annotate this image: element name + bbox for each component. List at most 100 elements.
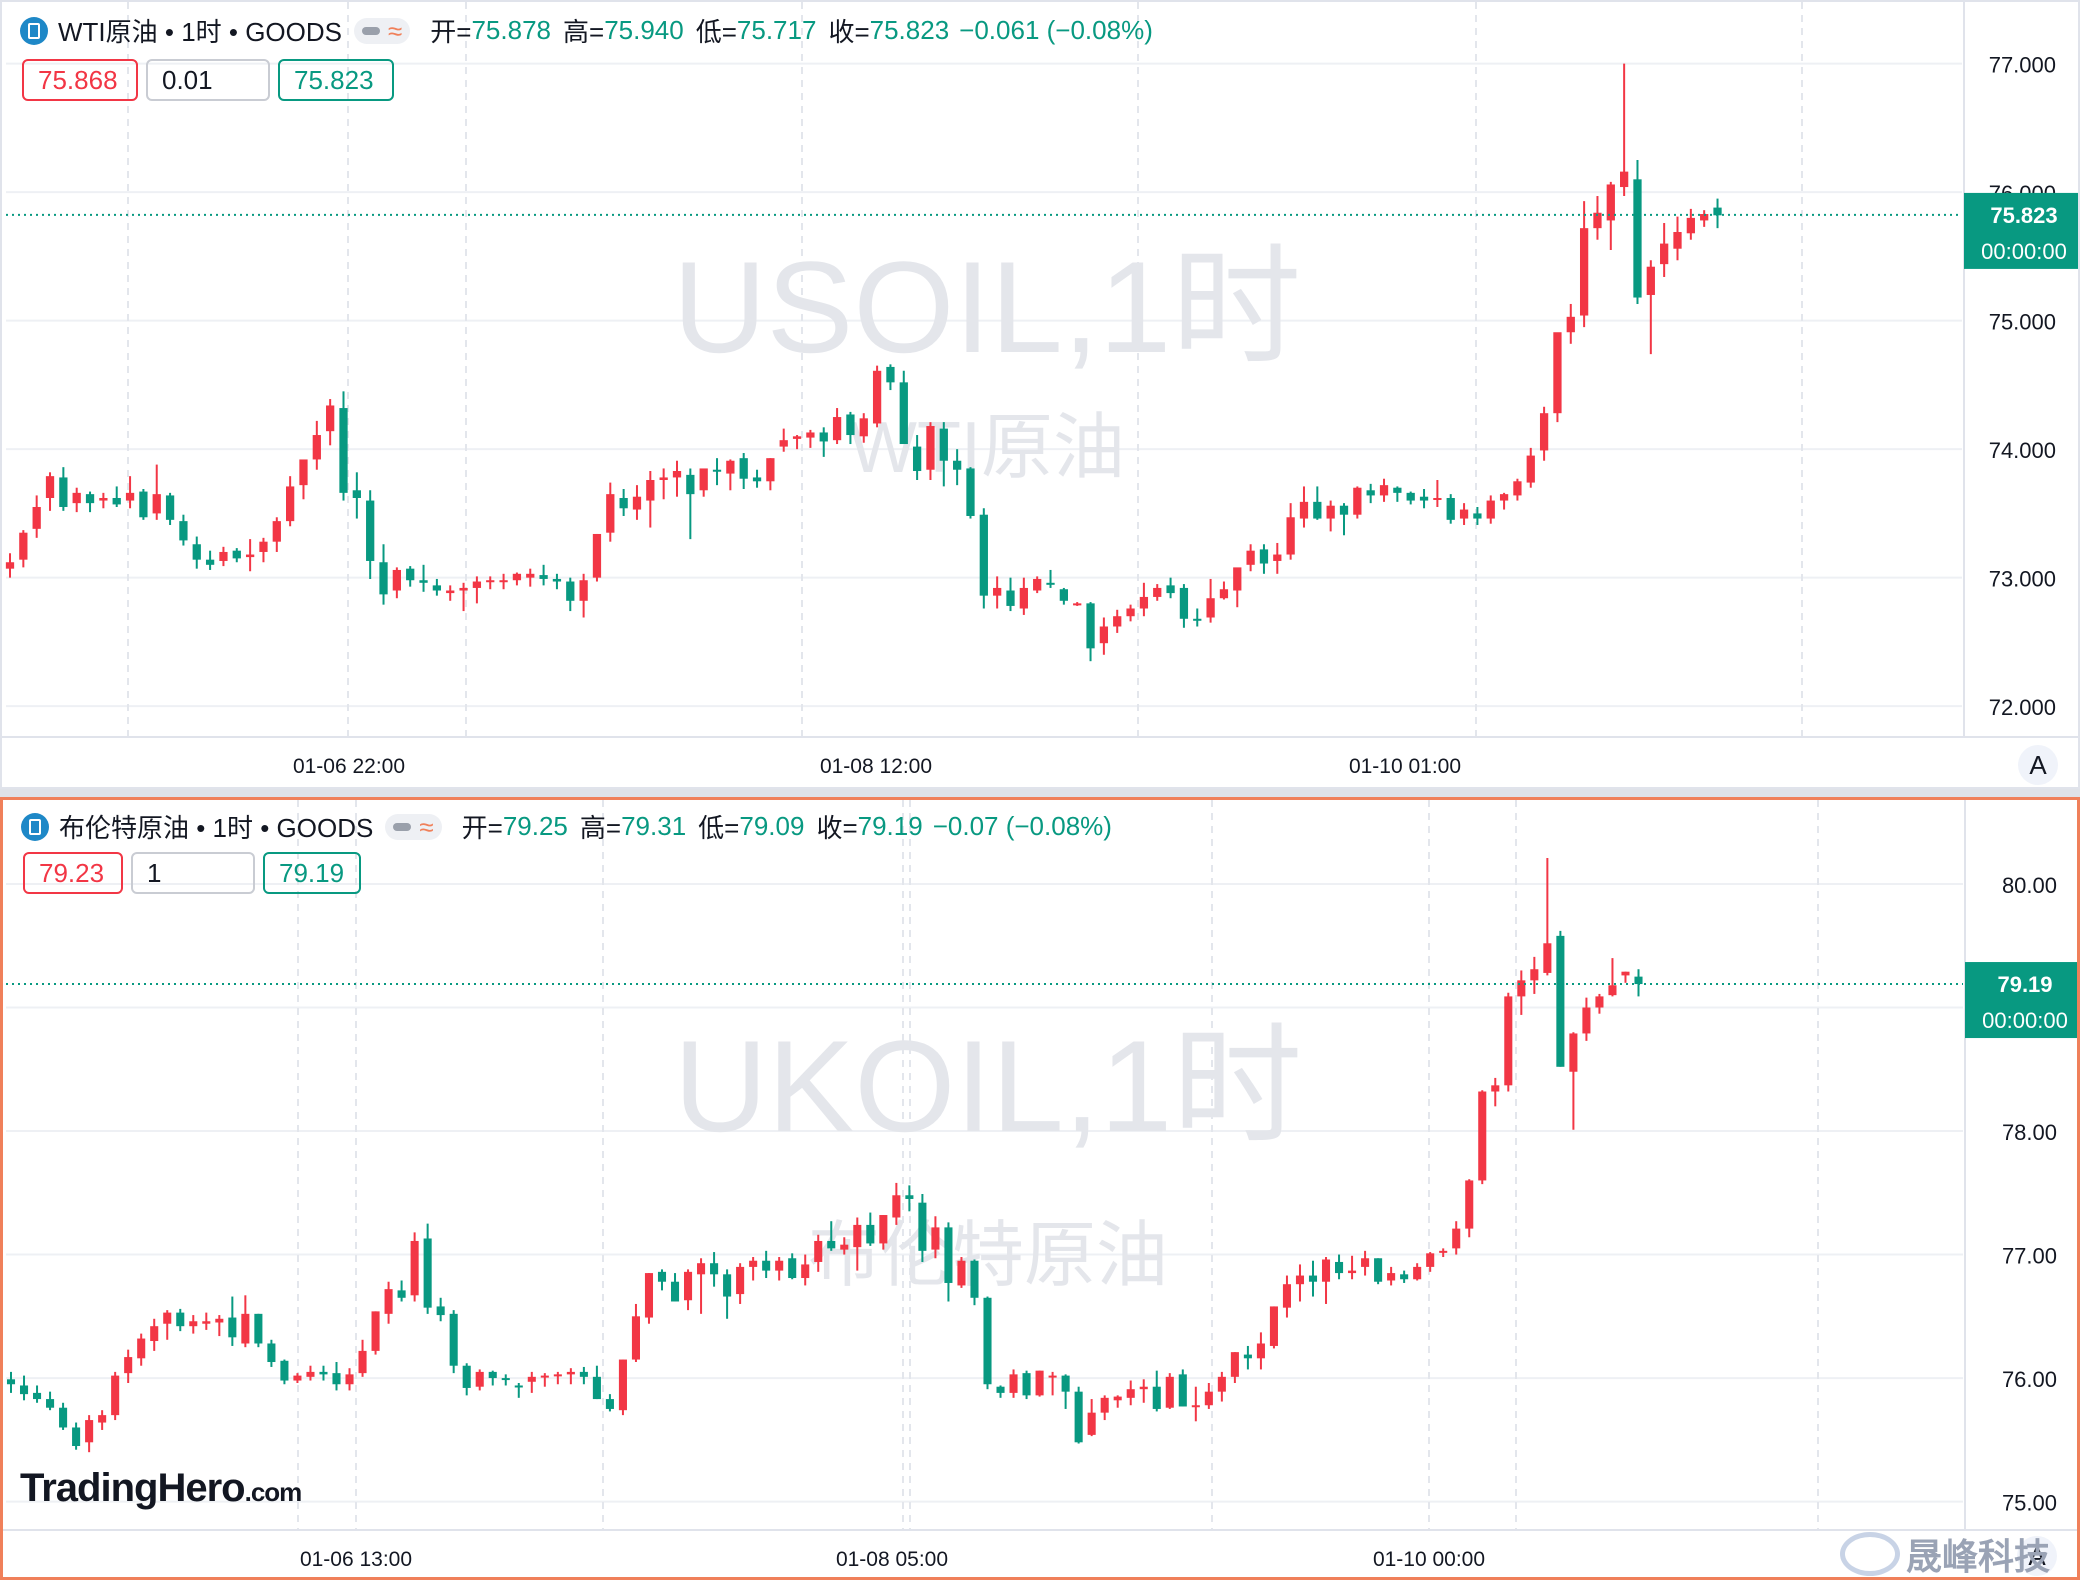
candle — [1179, 584, 1189, 628]
candle — [1059, 587, 1068, 605]
candle-body — [1361, 1258, 1370, 1267]
legend-controls[interactable]: ≈ — [354, 15, 411, 46]
candle — [1308, 1260, 1318, 1297]
candle-body — [488, 1371, 497, 1379]
candle-body — [1259, 549, 1269, 564]
candle-body — [124, 1357, 133, 1374]
candle — [1413, 1263, 1422, 1281]
auto-scale-button[interactable]: A — [2018, 745, 2058, 785]
candle-body — [449, 1313, 458, 1366]
ukoil-chart[interactable]: 75.0076.0077.0078.0079.0080.00UKOIL,1时布伦… — [3, 800, 2077, 1577]
candle — [286, 476, 295, 527]
candle — [1517, 970, 1526, 1015]
wave-icon[interactable]: ≈ — [419, 811, 434, 842]
candle-body — [859, 418, 868, 437]
x-tick-label: 01-10 00:00 — [1373, 1548, 1485, 1571]
candle-body — [1230, 1352, 1239, 1377]
sell-button[interactable]: 79.23 — [23, 852, 123, 894]
candle — [245, 539, 255, 572]
candle — [137, 1333, 146, 1366]
candle — [879, 1215, 888, 1250]
sell-button[interactable]: 75.868 — [22, 59, 138, 101]
candle — [1321, 1257, 1331, 1304]
candle — [332, 1362, 341, 1391]
candle-body — [552, 578, 562, 582]
symbol-badge-icon[interactable] — [20, 16, 48, 45]
wave-icon[interactable]: ≈ — [388, 15, 403, 46]
quantity-input[interactable]: 1 — [131, 852, 255, 894]
candle-body — [1478, 1091, 1487, 1181]
candle — [684, 1269, 693, 1311]
candle — [345, 1368, 354, 1391]
buy-button[interactable]: 79.19 — [263, 852, 361, 894]
symbol-badge-icon[interactable] — [21, 812, 49, 841]
y-tick-label: 80.00 — [2002, 873, 2057, 898]
candle — [1361, 1250, 1370, 1276]
symbol-title[interactable]: WTI原油 • 1时 • GOODS — [58, 17, 342, 47]
candle-body — [592, 533, 602, 578]
legend-controls[interactable]: ≈ — [385, 811, 442, 842]
candle-body — [619, 497, 628, 509]
candle — [1086, 602, 1095, 662]
candle-body — [462, 1365, 471, 1388]
candle-body — [1219, 589, 1229, 599]
candle — [918, 1194, 927, 1262]
eye-dash-icon[interactable] — [362, 26, 380, 35]
candle-body — [606, 494, 615, 533]
candle-body — [189, 1321, 198, 1327]
symbol-watermark: USOIL,1时 WTI原油 — [673, 234, 1302, 488]
candle-body — [1152, 1386, 1161, 1409]
candle-body — [1246, 550, 1255, 565]
symbol-title[interactable]: 布伦特原油 • 1时 • GOODS — [59, 813, 374, 843]
auto-scale-button[interactable]: A — [2017, 1536, 2057, 1576]
candle-body — [1686, 217, 1695, 234]
candle — [1204, 1383, 1213, 1409]
candle-body — [1566, 316, 1575, 333]
candle-body — [592, 1376, 601, 1400]
candle — [1491, 1077, 1500, 1107]
candle-body — [1165, 1376, 1174, 1408]
candle — [699, 468, 708, 497]
candle-body — [1048, 1375, 1057, 1378]
candle-body — [1074, 1391, 1083, 1443]
close-key: 收= — [816, 813, 858, 843]
candle-body — [1059, 589, 1068, 601]
candle — [983, 1296, 992, 1390]
candle — [953, 449, 962, 486]
candle-body — [137, 1338, 146, 1359]
candle — [1269, 1306, 1278, 1349]
x-tick-label: 01-08 05:00 — [836, 1548, 948, 1571]
candle — [832, 408, 842, 445]
candle — [205, 550, 215, 570]
candle-body — [33, 1392, 42, 1400]
candle-body — [1113, 1396, 1122, 1401]
brand-watermark-text: 晟峰科技 — [1905, 1536, 2050, 1577]
eye-dash-icon[interactable] — [393, 822, 412, 831]
candle-body — [293, 1375, 302, 1381]
low-value: 75.717 — [736, 15, 817, 45]
candle-body — [72, 492, 81, 504]
candle — [1553, 332, 1562, 423]
y-tick-label: 74.000 — [1989, 438, 2056, 463]
candle-body — [1286, 517, 1295, 555]
chart-pane-ukoil[interactable]: 75.0076.0077.0078.0079.0080.00UKOIL,1时布伦… — [0, 797, 2080, 1580]
candle-body — [139, 491, 148, 518]
quantity-input[interactable]: 0.01 — [146, 59, 270, 101]
candle-body — [228, 1317, 237, 1338]
candle — [686, 468, 695, 540]
pane-separator[interactable] — [0, 789, 2080, 797]
candle-body — [215, 1318, 224, 1323]
candle-body — [179, 521, 188, 541]
candle — [697, 1258, 706, 1314]
candle — [352, 472, 361, 519]
candle — [527, 1371, 536, 1393]
candle — [384, 1281, 393, 1324]
candle — [99, 492, 108, 509]
candle-body — [1191, 1405, 1200, 1408]
chart-pane-usoil[interactable]: 72.00073.00074.00075.00076.00077.000USOI… — [0, 0, 2080, 789]
candle-body — [566, 1371, 575, 1375]
candle-body — [1179, 587, 1189, 619]
buy-button[interactable]: 75.823 — [278, 59, 394, 101]
usoil-chart[interactable]: 72.00073.00074.00075.00076.00077.000USOI… — [2, 2, 2078, 787]
candle-body — [1100, 1397, 1109, 1413]
